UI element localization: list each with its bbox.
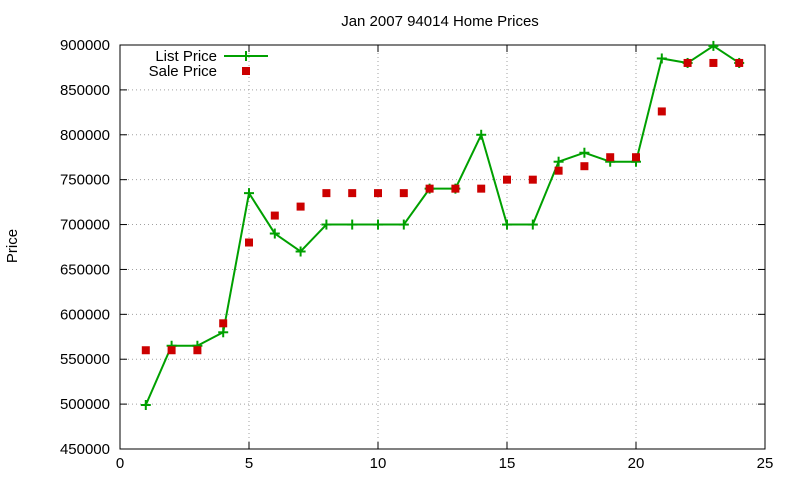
- list-price-point: [244, 188, 254, 199]
- list-price-point: [218, 327, 229, 338]
- tick-labels: 0 5 10 15 20 25 450000 500000 550000 600000 650000…: [60, 37, 773, 472]
- list-price-point: [269, 228, 280, 239]
- list-price-point: [140, 400, 151, 411]
- x-tick-label: 0: [116, 455, 124, 472]
- list-price-point: [579, 147, 590, 158]
- y-tick-label: 850000: [60, 82, 110, 99]
- sale-price-point: [219, 319, 228, 328]
- y-axis-label: Price: [4, 229, 21, 263]
- plot-border: [119, 44, 766, 450]
- x-tick-label: 15: [499, 455, 516, 472]
- list-price-point: [708, 40, 719, 51]
- sale-price-point: [580, 162, 589, 171]
- sale-price-point: [451, 184, 460, 193]
- sale-price-point: [528, 175, 537, 184]
- y-tick-label: 900000: [60, 37, 110, 54]
- grid: [120, 45, 765, 449]
- list-price-point: [398, 219, 409, 230]
- sale-price-point: [657, 107, 666, 116]
- chart-title: Jan 2007 94014 Home Prices: [341, 13, 539, 30]
- y-tick-label: 650000: [60, 261, 110, 278]
- y-tick-label: 600000: [60, 306, 110, 323]
- legend-swatch-sale-price: [242, 67, 250, 75]
- list-price-point: [656, 53, 667, 64]
- sale-price-point: [554, 166, 563, 175]
- sale-price-point: [399, 189, 408, 198]
- y-tick-label: 550000: [60, 351, 110, 368]
- legend-label-sale-price: Sale Price: [149, 63, 217, 80]
- sale-price-point: [141, 346, 150, 355]
- sale-price-point: [606, 153, 615, 162]
- y-tick-label: 750000: [60, 172, 110, 189]
- tick-marks: [119, 44, 766, 450]
- y-tick-label: 800000: [60, 127, 110, 144]
- sale-price-point: [322, 189, 331, 198]
- x-tick-label: 25: [757, 455, 774, 472]
- sale-price-point: [683, 58, 692, 67]
- x-tick-label: 5: [245, 455, 253, 472]
- sale-price-point: [503, 175, 511, 184]
- sale-price-point: [348, 189, 357, 198]
- sale-price-point: [167, 346, 176, 355]
- x-tick-label: 10: [370, 455, 387, 472]
- list-price-point: [321, 219, 332, 230]
- sale-price-point: [296, 202, 305, 211]
- list-price-point: [373, 219, 383, 230]
- y-tick-label: 700000: [60, 217, 110, 234]
- y-tick-label: 500000: [60, 396, 110, 413]
- sale-price-point: [477, 184, 486, 193]
- sale-price-point: [425, 184, 434, 193]
- list-price-line: [144, 44, 740, 406]
- sale-price-point: [632, 153, 640, 162]
- list-price-point: [502, 219, 512, 230]
- sale-price-point: [270, 211, 279, 220]
- sale-price-point: [709, 58, 718, 67]
- x-tick-label: 20: [628, 455, 645, 472]
- sale-price-point: [735, 58, 744, 67]
- plot-frame: [119, 44, 766, 450]
- legend-label-list-price: List Price: [155, 48, 217, 65]
- sale-price-point: [245, 238, 253, 247]
- sale-price-point: [193, 346, 202, 355]
- series: [140, 40, 745, 411]
- list-price-point: [347, 219, 358, 230]
- sale-price-point: [374, 189, 382, 198]
- list-price-point: [527, 219, 538, 230]
- list-price-point: [553, 156, 564, 167]
- y-tick-label: 450000: [60, 441, 110, 458]
- list-price-point: [295, 246, 306, 257]
- list-price-point: [476, 129, 487, 140]
